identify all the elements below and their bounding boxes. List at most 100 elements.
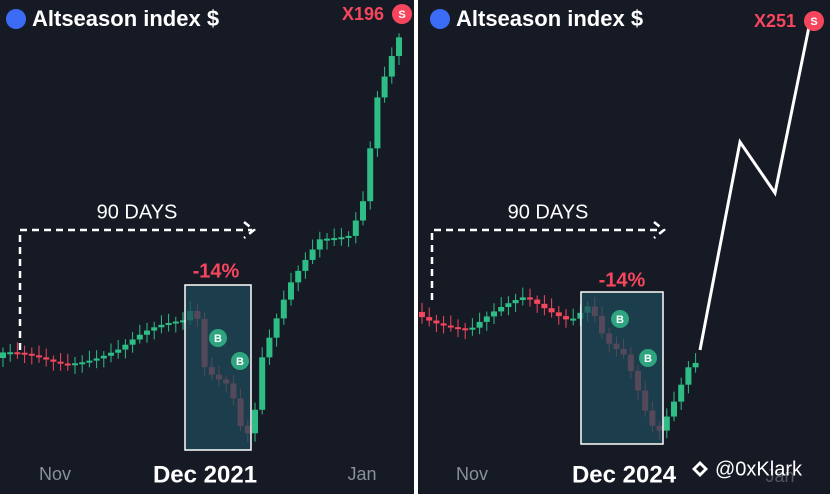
candle <box>316 239 323 250</box>
candle <box>374 97 381 149</box>
candle <box>440 323 447 326</box>
candle <box>491 311 497 317</box>
candle <box>108 352 114 356</box>
multiplier: X196 <box>342 4 384 24</box>
candle <box>172 321 179 324</box>
title: Altseason index $ <box>456 6 643 31</box>
badge-circle <box>804 11 824 31</box>
x-label: Dec 2024 <box>572 461 677 488</box>
candle <box>158 324 165 328</box>
marker-label: B <box>644 353 652 365</box>
candle <box>462 328 469 331</box>
candle <box>72 363 78 366</box>
candle <box>302 259 309 271</box>
candle <box>7 352 14 355</box>
arrow <box>18 221 257 350</box>
candle <box>360 201 366 221</box>
candle <box>14 352 21 355</box>
candle <box>100 355 107 359</box>
candle <box>433 320 440 324</box>
candle <box>469 327 476 330</box>
marker <box>209 329 227 347</box>
x-label: Nov <box>39 464 71 484</box>
marker-label: B <box>616 314 624 326</box>
marker-label: B <box>236 356 244 368</box>
candle <box>498 307 505 312</box>
watermark: @0xKlark <box>715 458 803 480</box>
period: 90 DAYS <box>97 201 178 223</box>
badge-circle <box>392 4 412 24</box>
candle <box>476 321 483 328</box>
candle <box>28 353 35 356</box>
candle <box>548 308 555 313</box>
candle <box>426 317 433 321</box>
candle <box>692 362 699 368</box>
candle <box>345 235 352 238</box>
candle <box>93 358 100 361</box>
change: -14% <box>193 260 240 282</box>
candle <box>259 357 266 410</box>
divider <box>414 0 418 494</box>
candle <box>295 270 302 283</box>
candle <box>280 299 287 319</box>
change: -14% <box>599 269 646 291</box>
candle <box>144 330 150 335</box>
candle <box>324 238 330 241</box>
candle <box>381 76 388 98</box>
candle <box>352 220 359 236</box>
candle <box>129 339 136 345</box>
candle <box>21 352 28 355</box>
candle <box>447 325 454 328</box>
title: Altseason index $ <box>32 6 219 31</box>
candle <box>663 416 670 431</box>
candle <box>79 362 86 365</box>
candle <box>541 303 548 309</box>
candle <box>455 327 461 330</box>
projection-line <box>698 21 812 351</box>
x-label: Jan <box>347 464 376 484</box>
candle <box>685 367 692 385</box>
candle <box>151 327 158 331</box>
candle <box>527 297 533 300</box>
candle <box>331 238 338 241</box>
candle <box>419 312 425 318</box>
candle <box>678 384 685 402</box>
logo <box>6 9 26 29</box>
candle <box>288 282 294 300</box>
marker <box>611 310 629 328</box>
candle <box>115 349 122 353</box>
x-label: Dec 2021 <box>153 461 257 488</box>
candle <box>122 344 129 350</box>
candle <box>180 320 186 323</box>
candle <box>64 363 71 366</box>
candle <box>563 316 569 320</box>
candle <box>86 360 93 363</box>
candle <box>273 318 280 338</box>
candle <box>570 318 577 321</box>
candle <box>50 359 57 362</box>
marker <box>639 349 657 367</box>
x-label: Jan <box>765 466 794 486</box>
badge: S <box>398 9 405 21</box>
candle <box>43 357 50 360</box>
candle <box>367 148 374 202</box>
candle <box>519 297 526 301</box>
period: 90 DAYS <box>508 201 589 223</box>
candle <box>505 303 512 308</box>
candle <box>555 312 562 317</box>
x-label: Nov <box>456 464 488 484</box>
candle <box>396 37 402 57</box>
candle <box>671 401 677 417</box>
arrow <box>430 221 667 300</box>
candle <box>483 316 490 322</box>
candle <box>57 361 64 364</box>
multiplier: X251 <box>754 11 796 31</box>
marker-label: B <box>214 333 222 345</box>
candle <box>512 300 519 304</box>
watermark-icon <box>692 461 708 477</box>
candle <box>165 323 172 326</box>
candle <box>136 334 143 340</box>
candle <box>266 337 273 358</box>
candle <box>309 249 316 260</box>
